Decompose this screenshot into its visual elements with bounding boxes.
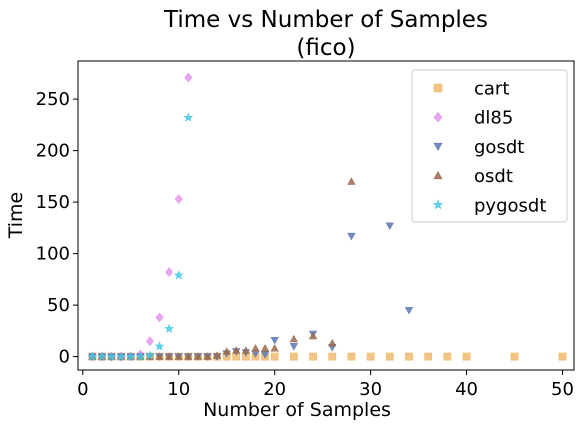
cart-point: [289, 352, 298, 361]
osdt-point: [155, 352, 164, 360]
y-tick-label: 150: [36, 192, 70, 213]
cart-point: [462, 352, 471, 361]
x-tick-label: 10: [167, 379, 190, 400]
pygosdt-point: [87, 351, 98, 361]
dl85-point: [145, 336, 154, 347]
legend-item-gosdt: gosdt: [433, 137, 524, 158]
osdt-point: [203, 352, 212, 360]
pygosdt-point: [97, 351, 107, 361]
gosdt-point: [347, 232, 356, 241]
osdt-point: [222, 347, 231, 355]
osdt-point: [308, 331, 318, 340]
pygosdt-point: [183, 112, 194, 122]
cart-point: [385, 352, 394, 361]
chart-subtitle: (fico): [296, 35, 355, 61]
dl85-point: [165, 267, 174, 278]
cart-point: [347, 352, 356, 361]
pygosdt-point: [173, 270, 184, 280]
cart-point: [309, 352, 317, 361]
y-tick-label: 0: [59, 347, 70, 368]
x-tick-label: 40: [455, 379, 478, 400]
legend: cart dl85 gosdt osdt pygosdt: [411, 69, 568, 223]
osdt-point: [193, 352, 203, 360]
osdt-point: [184, 352, 193, 360]
pygosdt-point: [154, 341, 165, 351]
x-axis-label: Number of Samples: [203, 399, 391, 421]
osdt-point: [270, 344, 279, 352]
cart-point: [443, 352, 452, 361]
x-axis-ticks: 0 10 20 30 40 50: [77, 370, 574, 400]
osdt-point: [260, 344, 270, 352]
osdt-point: [174, 352, 183, 360]
series-pygosdt: [87, 112, 194, 361]
legend-entries: cart dl85 gosdt osdt pygosdt: [432, 79, 546, 216]
gosdt-point: [270, 336, 279, 345]
legend-marker-dl85: [433, 111, 443, 123]
legend-marker-cart: [433, 83, 443, 93]
legend-label-osdt: osdt: [474, 166, 513, 187]
cart-point: [270, 352, 279, 361]
pygosdt-point: [145, 350, 155, 360]
cart-point: [424, 352, 433, 361]
gosdt-point: [404, 307, 414, 315]
dl85-point: [184, 72, 193, 83]
gosdt-point: [289, 343, 298, 351]
legend-item-osdt: osdt: [433, 166, 513, 187]
x-tick-label: 20: [263, 379, 286, 400]
legend-label-gosdt: gosdt: [474, 137, 524, 158]
legend-label-cart: cart: [474, 79, 509, 100]
legend-item-cart: cart: [433, 79, 509, 100]
osdt-point: [347, 177, 356, 185]
y-tick-label: 50: [47, 295, 70, 316]
cart-point: [366, 352, 375, 361]
osdt-point: [328, 339, 337, 347]
cart-point: [328, 352, 337, 361]
legend-item-dl85: dl85: [433, 108, 513, 129]
osdt-point: [232, 346, 241, 354]
y-axis-label: Time: [5, 192, 27, 240]
osdt-point: [289, 334, 298, 343]
cart-point: [558, 352, 567, 361]
gosdt-point: [260, 351, 270, 359]
y-axis-ticks: 0 50 100 150 200 250: [36, 89, 78, 368]
pygosdt-point: [135, 351, 146, 361]
osdt-point: [213, 351, 222, 359]
pygosdt-point: [106, 351, 117, 361]
pygosdt-point: [164, 323, 174, 333]
gosdt-point: [385, 222, 394, 231]
legend-label-dl85: dl85: [474, 108, 513, 129]
cart-point: [510, 352, 519, 361]
x-tick-label: 30: [359, 379, 382, 400]
dl85-point: [174, 194, 183, 204]
legend-marker-pygosdt: [432, 199, 444, 210]
osdt-point: [165, 352, 174, 360]
data-points: [87, 72, 567, 362]
pygosdt-point: [125, 351, 136, 361]
chart-title: Time vs Number of Samples: [163, 7, 488, 33]
y-tick-label: 200: [36, 141, 70, 162]
legend-frame: [411, 69, 568, 223]
x-tick-label: 50: [551, 379, 574, 400]
legend-marker-gosdt: [433, 142, 443, 152]
pygosdt-point: [116, 351, 126, 361]
osdt-point: [251, 344, 260, 352]
y-tick-label: 250: [36, 89, 70, 110]
y-tick-label: 100: [36, 244, 70, 265]
cart-point: [405, 352, 413, 361]
legend-label-pygosdt: pygosdt: [474, 195, 546, 216]
dl85-point: [155, 312, 164, 323]
legend-item-pygosdt: pygosdt: [432, 195, 546, 216]
x-tick-label: 0: [77, 379, 88, 400]
legend-marker-osdt: [433, 170, 443, 180]
osdt-point: [241, 346, 251, 354]
